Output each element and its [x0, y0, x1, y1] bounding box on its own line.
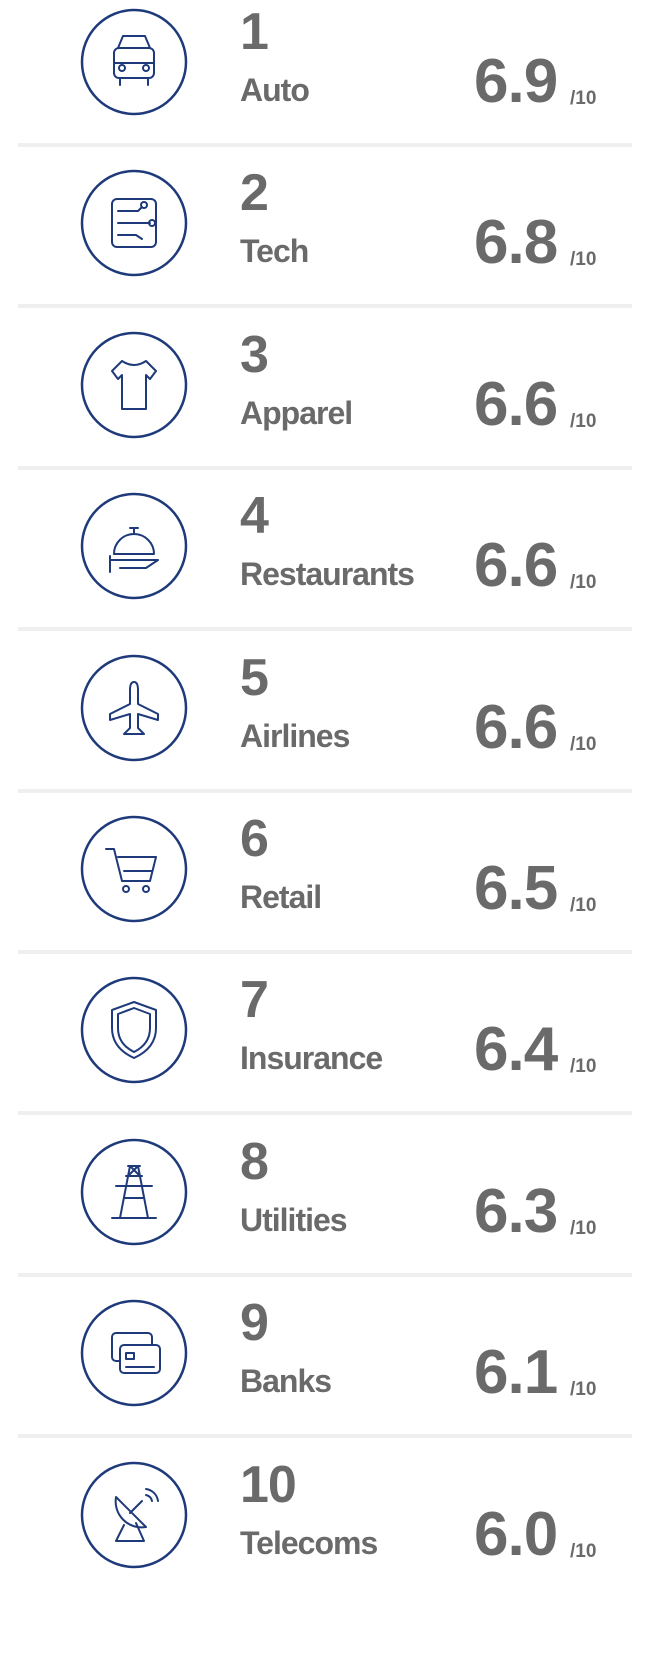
category-label: Apparel [240, 394, 353, 431]
category-label: Auto [240, 72, 310, 108]
separator [18, 950, 632, 954]
rank-number: 1 [240, 3, 269, 61]
score-scale: /10 [570, 733, 597, 755]
category-icon [80, 492, 188, 600]
rank-number: 7 [240, 971, 269, 1030]
ranking-item: 3 Apparel 6.6/10 [0, 329, 671, 490]
category-label: Banks [240, 1363, 332, 1400]
separator [18, 143, 632, 147]
score-scale: /10 [570, 249, 597, 271]
category-icon [80, 977, 188, 1084]
score-scale: /10 [570, 1540, 597, 1562]
score: 6.5 [474, 854, 558, 923]
separator [18, 465, 632, 470]
score: 6.6 [474, 369, 558, 439]
separator [18, 1434, 632, 1439]
category-label: Utilities [240, 1201, 348, 1238]
separator [18, 304, 632, 309]
ranking-item: 8 Utilities 6.3/10 [0, 1136, 671, 1297]
separator [18, 1111, 632, 1116]
score: 6.4 [474, 1015, 558, 1085]
score: 6.6 [474, 531, 558, 601]
ranking-item: 9 Banks 6.1/10 [0, 1297, 671, 1458]
ranking-item: 6 Retail 6.5/10 [0, 813, 671, 974]
category-icon [80, 1461, 188, 1568]
score: 6.1 [474, 1338, 558, 1408]
score-scale: /10 [570, 1217, 597, 1239]
score: 6.8 [474, 208, 558, 278]
rank-number: 9 [240, 1294, 269, 1353]
score-scale: /10 [570, 572, 597, 594]
rank-number: 6 [240, 810, 269, 868]
rank-number: 4 [240, 487, 269, 546]
category-icon [80, 654, 188, 761]
score-scale: /10 [570, 410, 597, 432]
rank-number: 2 [240, 164, 269, 223]
ranking-item: 4 Restaurants 6.6/10 [0, 490, 671, 651]
category-icon [80, 1299, 188, 1407]
rank-number: 10 [240, 1455, 297, 1514]
category-label: Tech [240, 233, 309, 270]
score-scale: /10 [570, 895, 597, 916]
score-scale: /10 [570, 1379, 597, 1401]
ranking-item: 7 Insurance 6.4/10 [0, 974, 671, 1135]
separator [18, 627, 632, 632]
score: 6.9 [474, 47, 558, 116]
category-label: Insurance [240, 1040, 383, 1077]
separator [18, 788, 632, 793]
category-label: Restaurants [240, 556, 415, 593]
category-icon [80, 1138, 188, 1246]
category-icon [80, 815, 188, 923]
score-scale: /10 [570, 1056, 597, 1078]
category-label: Telecoms [240, 1524, 378, 1561]
category-label: Retail [240, 879, 322, 915]
ranking-item: 10 Telecoms 6.0/10 [0, 1459, 671, 1620]
rank-number: 8 [240, 1132, 269, 1191]
ranking-item: 1 Auto 6.9/10 [0, 6, 671, 167]
ranking-item: 2 Tech 6.8/10 [0, 167, 671, 328]
ranking-item: 5 Airlines 6.6/10 [0, 652, 671, 813]
score: 6.0 [474, 1499, 558, 1569]
score: 6.6 [474, 692, 558, 762]
category-icon [80, 331, 188, 439]
score: 6.3 [474, 1176, 558, 1246]
category-label: Airlines [240, 717, 350, 754]
rank-number: 3 [240, 325, 269, 384]
score-scale: /10 [570, 88, 597, 109]
separator [18, 1272, 632, 1277]
rank-number: 5 [240, 648, 269, 707]
category-icon [80, 8, 188, 116]
category-icon [80, 170, 188, 277]
